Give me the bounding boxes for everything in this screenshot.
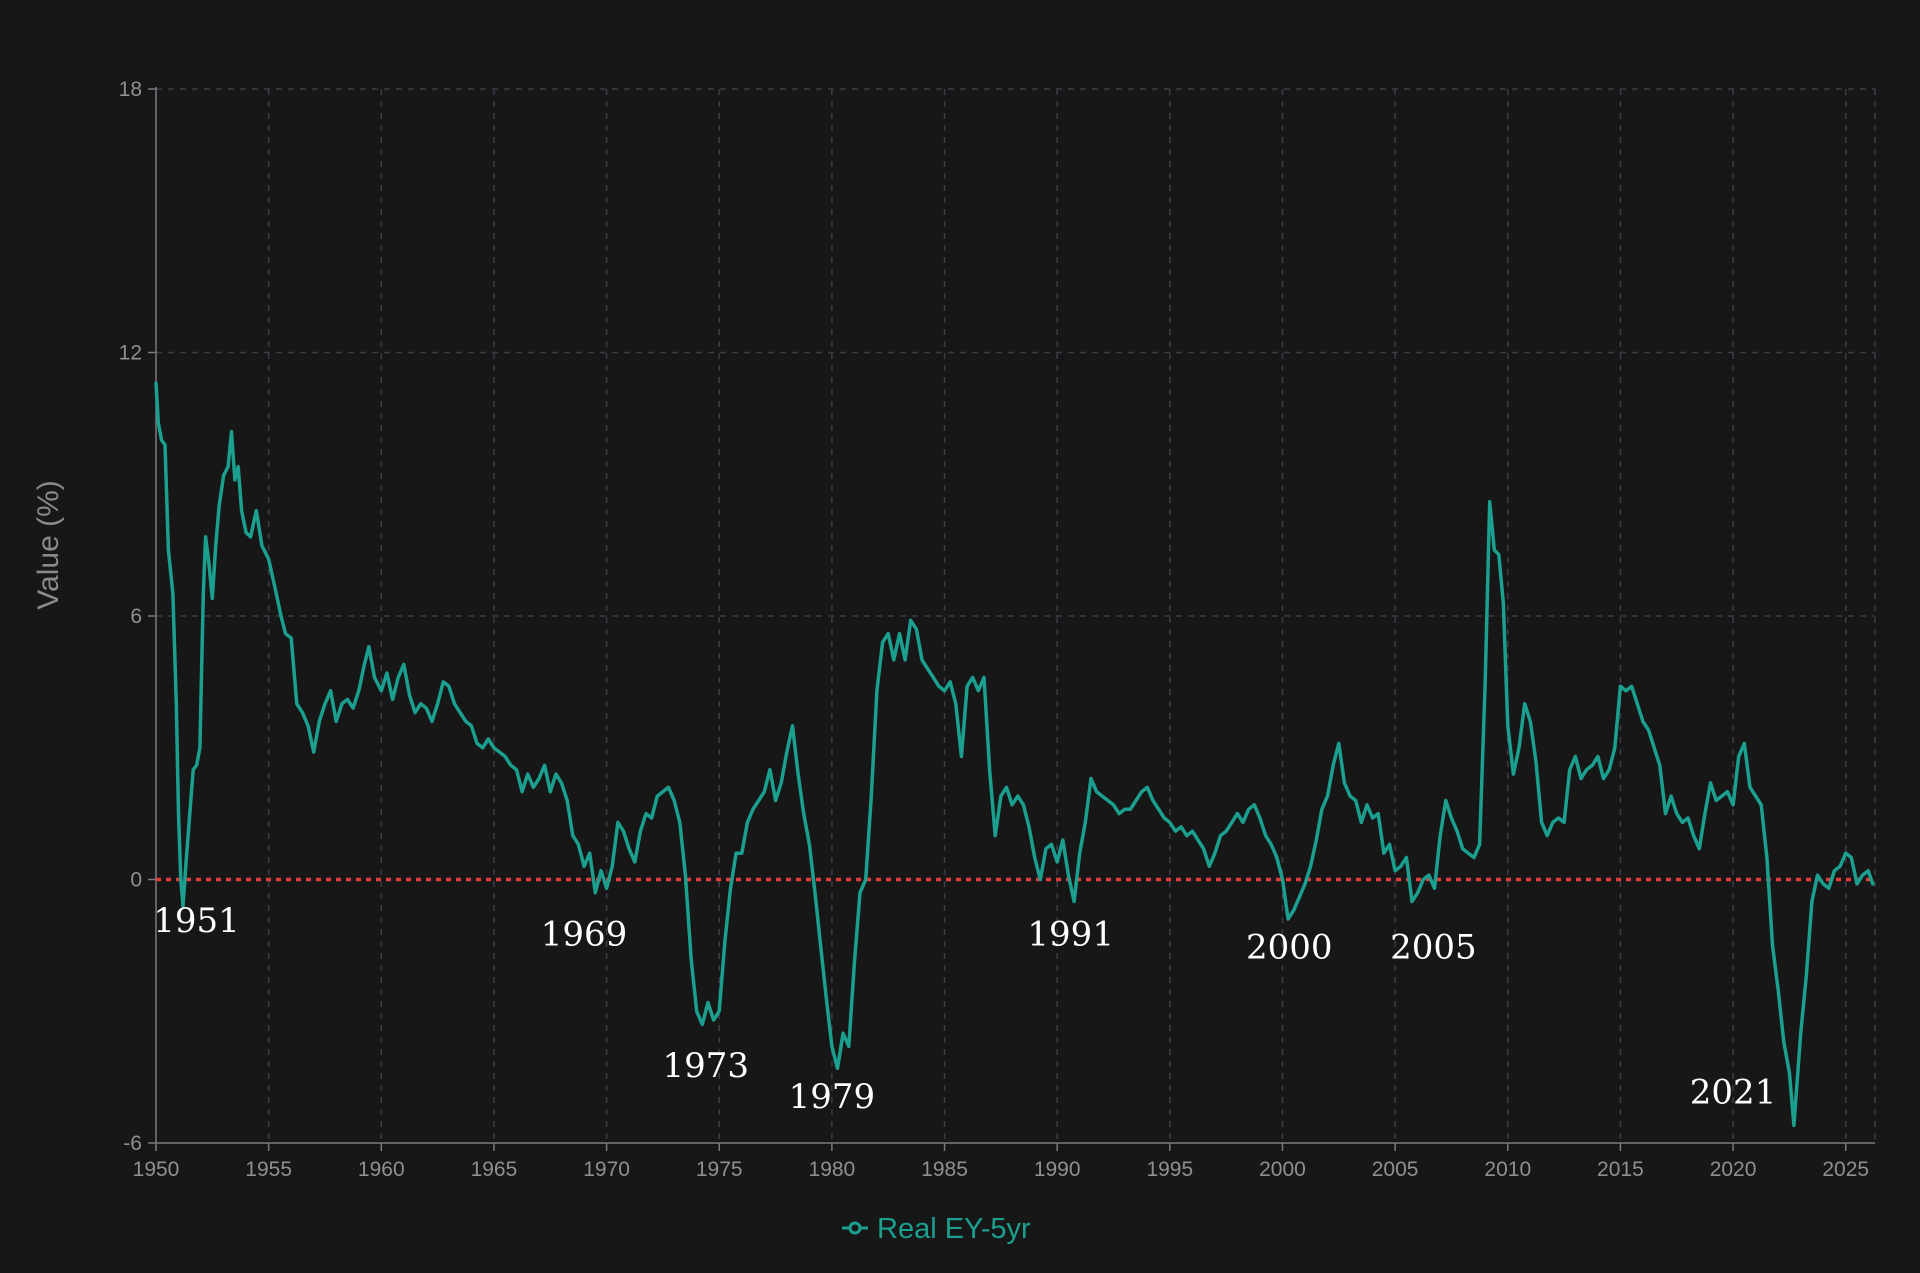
tick-labels: 1950 1955 1960 1965 1970 1975 1980 1985 1990 1995… (119, 78, 1869, 1181)
x-tick-label: 2010 (1484, 1158, 1531, 1181)
annotation-2005: 2005 (1390, 928, 1477, 968)
x-tick-label: 1950 (133, 1158, 180, 1181)
x-tick-label: 1955 (245, 1158, 292, 1181)
y-axis-label: Value (%) (32, 480, 65, 610)
x-tick-label: 1985 (921, 1158, 968, 1181)
x-tick-label: 1960 (358, 1158, 405, 1181)
series-line-real-ey-5yr (154, 381, 1875, 1128)
grid-lines (156, 88, 1876, 1143)
y-tick-label: -6 (123, 1132, 142, 1155)
x-tick-label: 1980 (809, 1158, 856, 1181)
annotation-2021: 2021 (1690, 1072, 1777, 1112)
legend[interactable]: Real EY-5yr (842, 1213, 1031, 1245)
x-tick-label: 2025 (1822, 1158, 1869, 1181)
annotation-1969: 1969 (541, 914, 628, 954)
legend-circle-marker (848, 1221, 862, 1235)
y-tick-label: 12 (119, 342, 142, 365)
x-tick-label: 1995 (1146, 1158, 1193, 1181)
annotation-2000: 2000 (1246, 928, 1333, 968)
x-tick-label: 1975 (696, 1158, 743, 1181)
axes (148, 87, 1875, 1151)
x-tick-label: 1970 (583, 1158, 630, 1181)
annotation-1973: 1973 (662, 1046, 749, 1086)
annotation-1991: 1991 (1027, 914, 1114, 954)
x-tick-label: 2020 (1710, 1158, 1757, 1181)
y-tick-label: 6 (130, 605, 142, 628)
annotation-1951: 1951 (153, 901, 240, 941)
y-tick-label: 0 (130, 869, 142, 892)
annotations: 1951 1969 1973 1979 1991 2000 2005 2021 (153, 901, 1776, 1117)
x-tick-label: 2015 (1597, 1158, 1644, 1181)
x-tick-label: 2005 (1372, 1158, 1419, 1181)
x-tick-label: 1990 (1034, 1158, 1081, 1181)
legend-label: Real EY-5yr (877, 1213, 1031, 1245)
y-tick-label: 18 (119, 78, 142, 101)
annotation-1979: 1979 (789, 1077, 876, 1117)
series-group (154, 381, 1875, 1128)
x-tick-label: 1965 (471, 1158, 518, 1181)
x-tick-label: 2000 (1259, 1158, 1306, 1181)
